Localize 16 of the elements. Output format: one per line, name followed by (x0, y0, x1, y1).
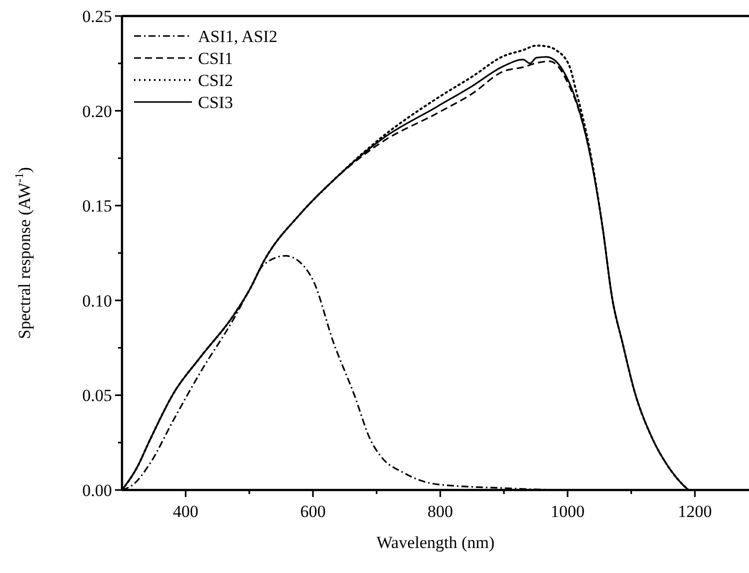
legend-label: CSI3 (198, 92, 233, 112)
y-tick-label: 0.15 (82, 196, 112, 216)
x-tick-label: 1000 (550, 502, 585, 521)
x-tick-label: 1200 (678, 502, 712, 521)
x-axis-title: Wavelength (nm) (376, 533, 495, 552)
legend-label: CSI2 (198, 70, 233, 90)
y-tick-label: 0.10 (82, 291, 112, 310)
x-tick-label: 800 (428, 502, 454, 521)
y-tick-label: 0.00 (82, 480, 112, 500)
y-tick-label: 0.25 (82, 6, 112, 26)
legend-label: CSI1 (198, 48, 233, 68)
y-tick-label: 0.05 (82, 386, 112, 406)
y-tick-label: 0.20 (82, 102, 112, 121)
legend-label: ASI1, ASI2 (198, 26, 278, 46)
x-tick-label: 400 (172, 502, 198, 521)
x-tick-label: 600 (300, 502, 326, 521)
